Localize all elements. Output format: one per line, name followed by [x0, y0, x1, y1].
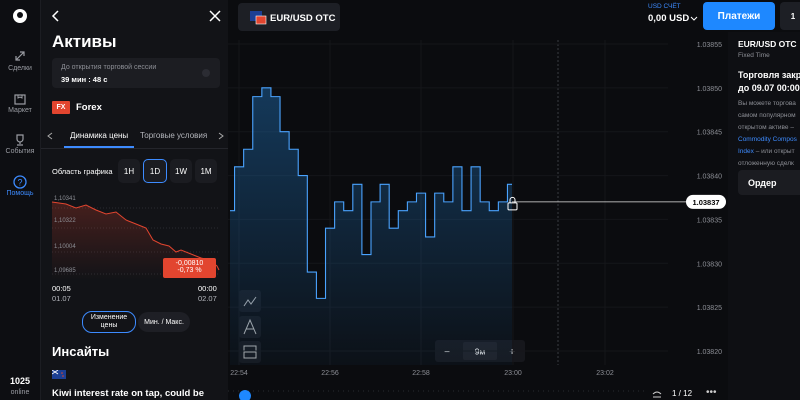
description-line: открытом активе –	[738, 124, 794, 131]
nav-events[interactable]: События	[5, 148, 35, 155]
logo	[13, 9, 27, 23]
end-time: 00:00	[198, 284, 217, 293]
market-icon	[14, 94, 26, 105]
price-line	[230, 87, 512, 299]
session-timer: 39 мин : 48 с	[61, 75, 108, 84]
mini-line	[51, 201, 220, 271]
insights-title: Инсайты	[52, 344, 110, 359]
change: -0,00810	[175, 260, 204, 267]
pager: 1 / 12	[672, 389, 693, 398]
description-line: отложенную сделк	[738, 160, 794, 167]
start-time: 00:05	[52, 284, 71, 293]
tabs-divider	[41, 148, 228, 149]
info-asset: EUR/USD OTC	[738, 39, 797, 49]
category: Forex	[76, 102, 102, 113]
lock-icon-body	[507, 202, 518, 211]
y-tick-label: 1.03855	[697, 42, 722, 49]
mini-price-label: 1,10004	[54, 244, 76, 250]
status-line: Торговля закр	[738, 70, 800, 80]
mini-price-label: 1,10341	[54, 196, 76, 202]
current-price-label: 1.03837	[692, 198, 719, 207]
online-count: 1025	[9, 376, 31, 386]
range-1w[interactable]: 1W	[170, 159, 192, 183]
insight-headline[interactable]: Kiwi interest rate on tap, could be	[52, 388, 205, 399]
end-date: 02.07	[198, 294, 217, 303]
y-tick-label: 1.03845	[697, 130, 722, 137]
current-price-box	[686, 194, 726, 209]
mini-price-label: 1,10322	[54, 218, 76, 224]
notifications-badge[interactable]: 1	[780, 2, 800, 30]
asset-link[interactable]: Index	[738, 148, 754, 155]
tabs-right[interactable]	[218, 132, 224, 140]
change-pct: -0,73 %	[177, 267, 202, 274]
panel-title: Активы	[52, 32, 117, 51]
y-tick-label: 1.03830	[697, 261, 722, 268]
y-tick-label: 1.03835	[697, 217, 722, 224]
asset-link[interactable]: Commodity Compos	[738, 136, 797, 143]
order-button[interactable]: Ордер	[738, 170, 800, 195]
y-tick-label: 1.03825	[697, 305, 722, 312]
trades-icon	[15, 51, 25, 61]
start-date: 01.07	[52, 294, 71, 303]
change-badge: -0,00810 -0,73 %	[163, 258, 216, 278]
nz-flag	[52, 370, 66, 379]
sidebar: Сделки Маркет События ? Помощь 1025 onli…	[0, 0, 41, 400]
help-icon: ?	[13, 175, 27, 189]
status-line: до 09.07 00:00	[738, 83, 800, 93]
x-tick-label: 22:56	[321, 370, 339, 377]
x-tick-label: 22:54	[230, 370, 248, 377]
mode-change[interactable]: Изменение цены	[82, 311, 136, 333]
price-chart: EUR/USD OTC − 9м + 1 / 12 ••• 1.038551.0…	[228, 0, 728, 400]
balance-caret	[690, 16, 698, 21]
events-icon	[16, 134, 24, 146]
mode-minmax[interactable]: Мин. / Макс.	[138, 312, 190, 332]
close-button[interactable]	[209, 10, 221, 22]
info-panel: EUR/USD OTC Fixed Time Торговля закр до …	[728, 32, 800, 400]
y-tick-label: 1.03840	[697, 174, 722, 181]
us-flag	[255, 15, 267, 25]
description-line: самом популярном	[738, 112, 796, 119]
session-box: До открытия торговой сессии 39 мин : 48 …	[52, 58, 220, 88]
online-label: online	[10, 389, 30, 396]
mini-price-label: 1,09685	[54, 268, 76, 274]
balance[interactable]: 0,00 USD	[648, 13, 690, 24]
range-label: Область графика	[52, 167, 113, 176]
x-tick-label: 23:02	[596, 370, 614, 377]
info-mode: Fixed Time	[738, 52, 770, 59]
svg-text:?: ?	[17, 178, 22, 188]
lock-icon-shackle	[509, 196, 516, 203]
zoom-in[interactable]: +	[509, 347, 515, 358]
assets-panel: Активы До открытия торговой сессии 39 ми…	[41, 0, 228, 400]
x-tick-label: 22:58	[412, 370, 430, 377]
range-1d[interactable]: 1D	[143, 159, 167, 183]
order-label: Ордер	[748, 178, 777, 188]
x-tick-label: 23:00	[504, 370, 522, 377]
pager-icon	[652, 391, 662, 398]
timeline-handle[interactable]	[239, 390, 251, 400]
y-tick-label: 1.03850	[697, 86, 722, 93]
category-badge: FX	[52, 101, 70, 114]
tab-price[interactable]: Динамика цены	[70, 131, 129, 140]
nav-market[interactable]: Маркет	[8, 107, 32, 114]
range-1m[interactable]: 1M	[195, 159, 217, 183]
range-1h[interactable]: 1H	[118, 159, 140, 183]
tabs-left[interactable]	[47, 132, 53, 140]
payments-button[interactable]: Платежи	[703, 2, 775, 30]
y-tick-label: 1.03820	[697, 349, 722, 356]
nav-trades[interactable]: Сделки	[8, 65, 32, 72]
description-line: Вы можете торгова	[738, 100, 796, 107]
description-line: Index – или открыт	[738, 148, 795, 155]
nav-help[interactable]: Помощь	[6, 190, 34, 197]
description-text: – или открыт	[753, 148, 795, 155]
account-label: USD СЧЁТ	[648, 3, 681, 10]
session-notice: До открытия торговой сессии	[61, 64, 157, 71]
tab-underline	[64, 146, 134, 148]
tab-terms[interactable]: Торговые условия	[140, 131, 208, 140]
more-button[interactable]: •••	[706, 387, 717, 398]
asset-name: EUR/USD OTC	[270, 13, 336, 24]
back-button[interactable]	[51, 10, 61, 22]
session-dismiss[interactable]	[202, 69, 210, 77]
